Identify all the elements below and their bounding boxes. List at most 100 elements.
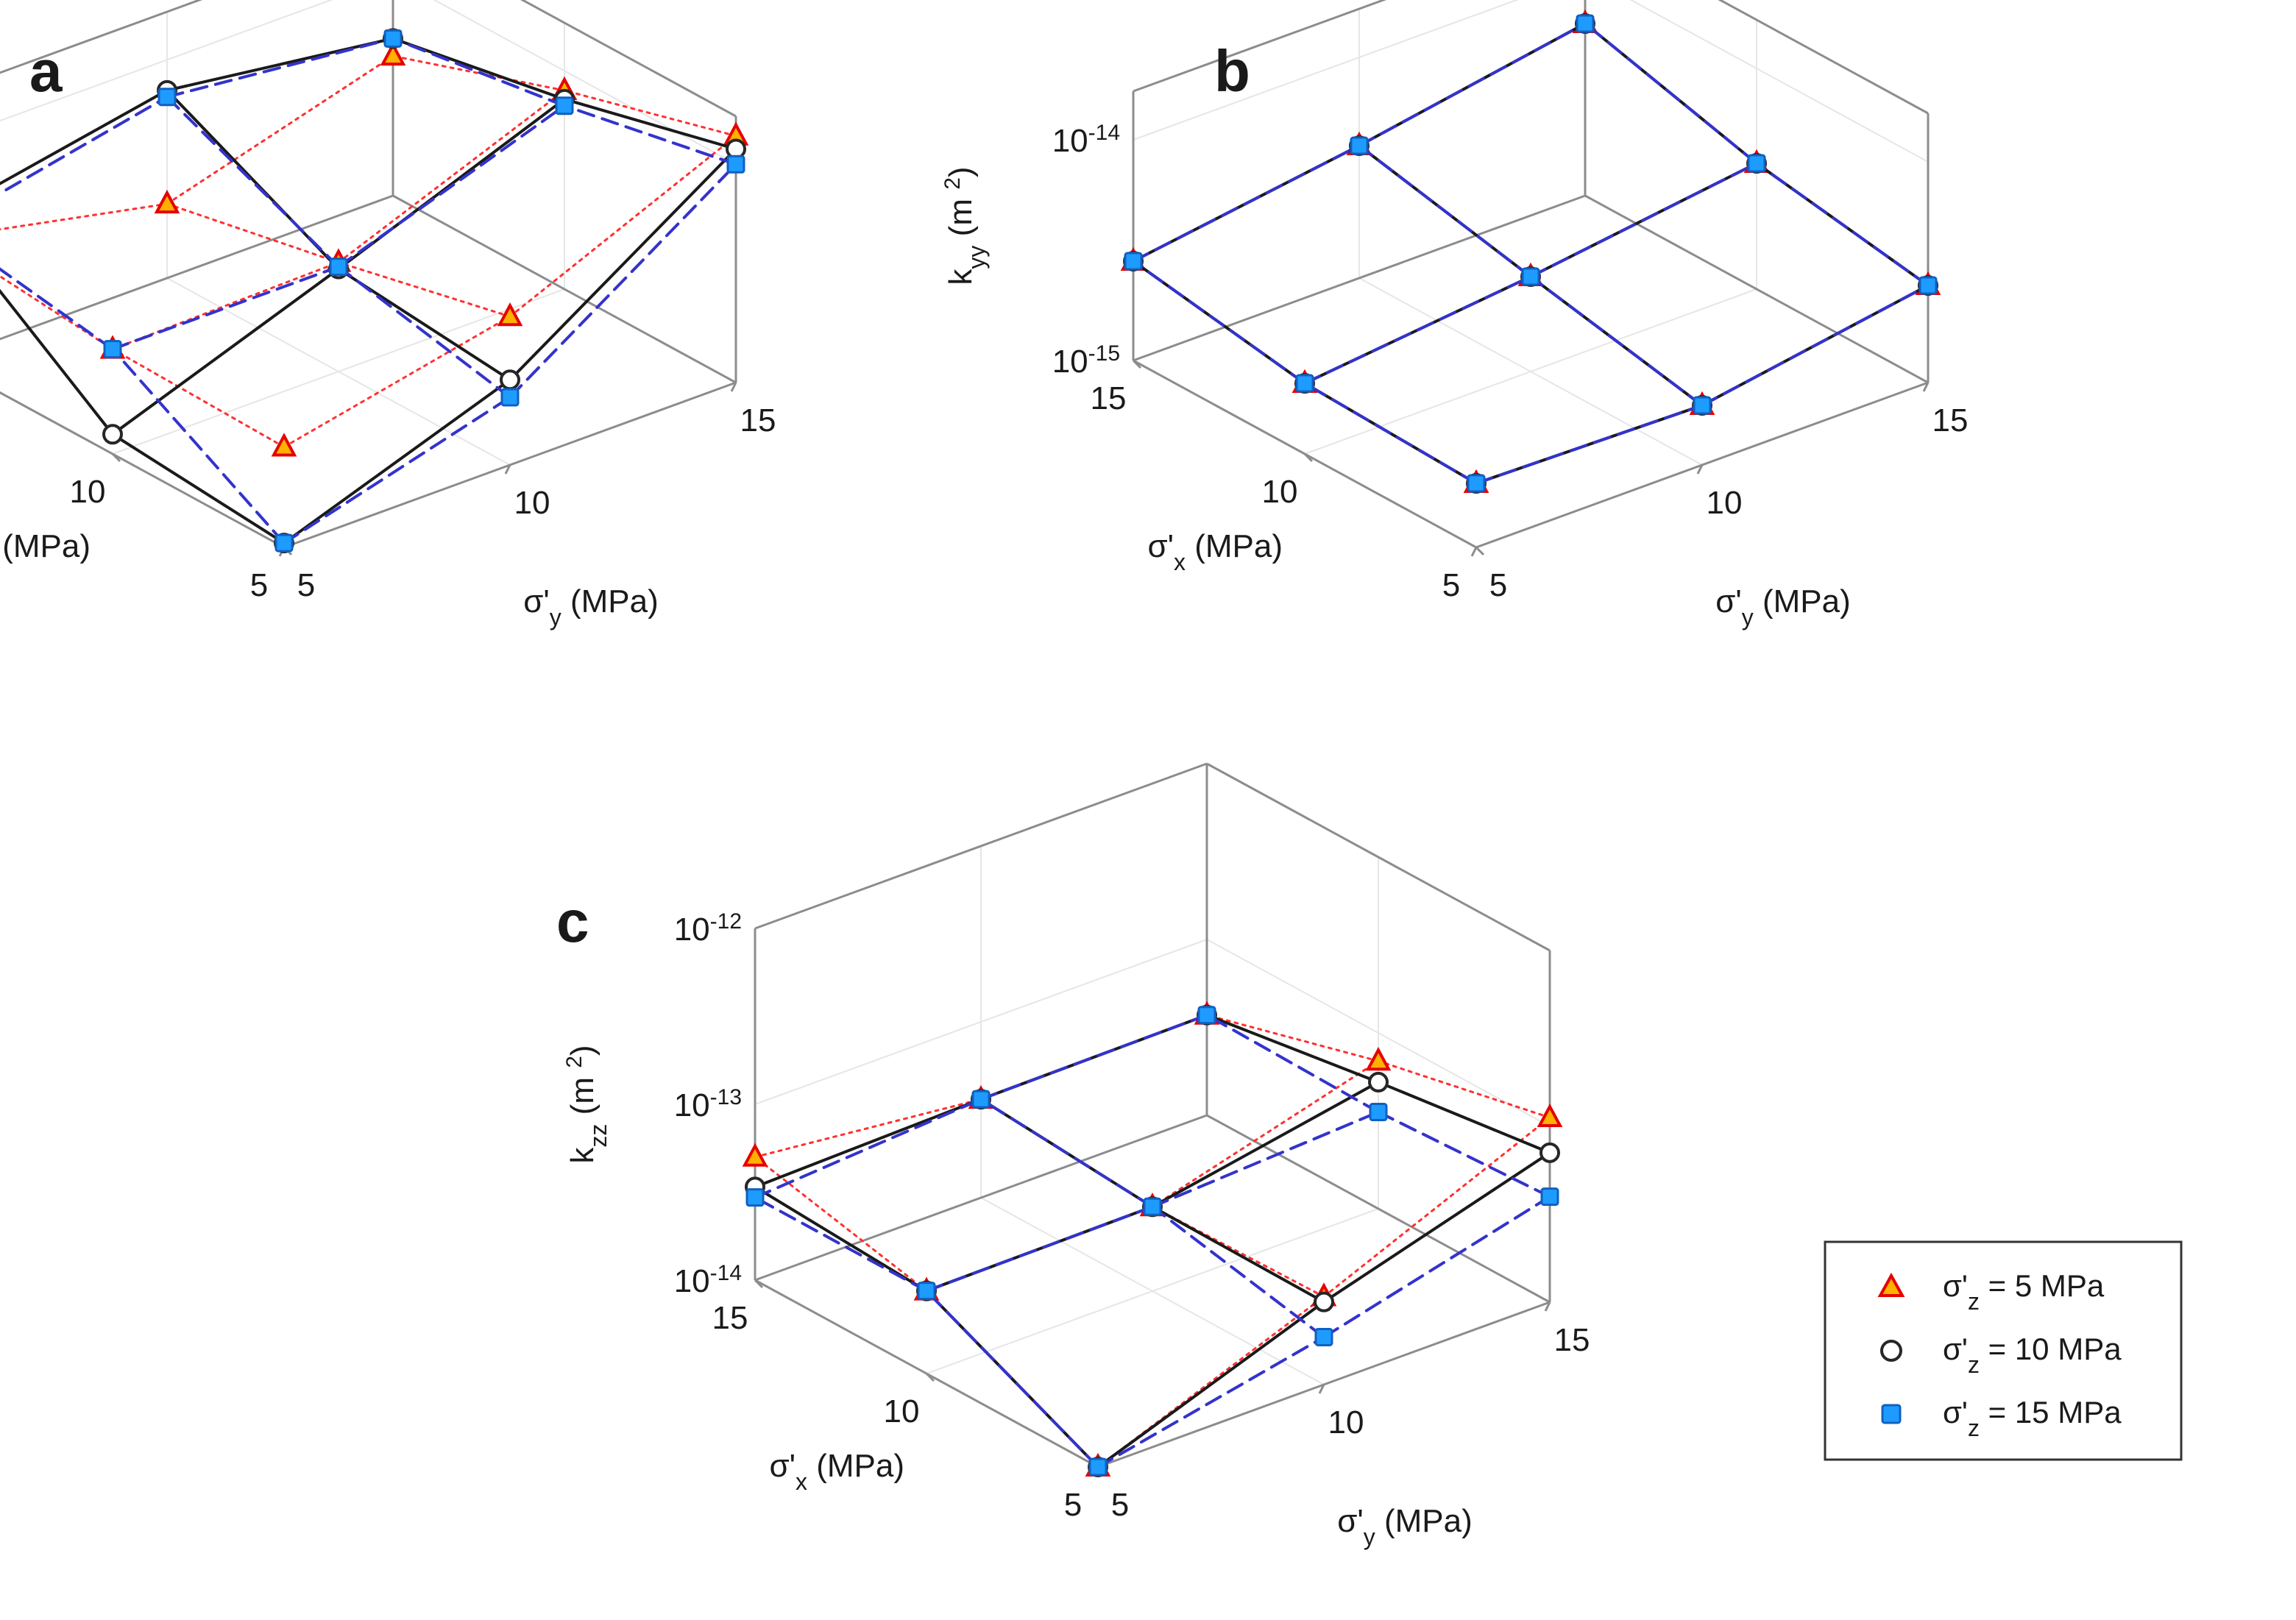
- z-tick-label-part: -14: [1088, 121, 1120, 145]
- y-tick-label: 10: [884, 1393, 920, 1429]
- data-point-square: [1918, 276, 1938, 295]
- data-point-square: [1143, 1197, 1162, 1216]
- series-line-segment: [1205, 1014, 1380, 1062]
- tick-mark: [111, 452, 121, 463]
- data-point-square: [1747, 154, 1766, 173]
- series-line-segment: [1151, 1205, 1325, 1339]
- z-tick-label: 10-12: [674, 909, 742, 948]
- series-line-segment: [1132, 260, 1306, 385]
- axis-title-k-part: ): [564, 1045, 600, 1056]
- data-point-square: [1088, 1457, 1108, 1477]
- data-point-circle: [1314, 1291, 1334, 1312]
- legend-entry-label-part: z: [1968, 1288, 1980, 1315]
- tick-mark: [925, 1372, 935, 1382]
- data-point-square: [500, 388, 520, 407]
- data-point-square: [726, 154, 745, 174]
- panel-label: c: [556, 889, 589, 954]
- series-line-segment: [1584, 22, 1758, 165]
- series-line-segment: [1132, 144, 1361, 263]
- tick-mark: [504, 464, 511, 475]
- series-line-segment: [391, 54, 566, 92]
- box-edge: [520, 0, 737, 118]
- series-line-segment: [166, 37, 394, 99]
- axis-title-k-part: yy: [963, 246, 990, 269]
- series-line-segment: [111, 265, 340, 351]
- series-line-segment: [0, 88, 169, 185]
- series-line-segment: [754, 1185, 928, 1293]
- series-line-segment: [1475, 404, 1704, 485]
- x-tick-label: 5: [1489, 567, 1507, 603]
- legend-triangle-icon: [1877, 1272, 1905, 1297]
- axis-title-sigma-y-part: σ': [1337, 1503, 1364, 1539]
- series-line-segment: [1377, 1059, 1551, 1119]
- series-line-segment: [1322, 1116, 1551, 1298]
- data-point-square: [1124, 252, 1143, 271]
- data-point-triangle: [742, 1143, 768, 1167]
- series-line-segment: [1377, 1110, 1551, 1198]
- x-tick-label: 10: [1328, 1404, 1364, 1440]
- series-line-segment: [166, 54, 394, 205]
- series-line-segment: [111, 347, 286, 545]
- legend-entry-label-part: σ': [1943, 1395, 1968, 1429]
- axis-title-sigma-y-part: y: [1742, 604, 1754, 630]
- x-tick-label: 15: [1932, 402, 1969, 438]
- tick-mark: [754, 1279, 764, 1289]
- series-line-segment: [509, 163, 737, 399]
- axis-title-sigma-y-part: y: [1364, 1524, 1375, 1550]
- data-point-triangle: [271, 433, 297, 457]
- series-line-segment: [337, 97, 566, 271]
- y-tick-label: 5: [1442, 567, 1460, 603]
- series-line-segment: [754, 1098, 982, 1159]
- series-line-segment: [1151, 1110, 1380, 1209]
- axis-title-k: kzz (m 2): [562, 1045, 612, 1163]
- series-line-segment: [754, 1196, 928, 1293]
- series-line-segment: [283, 396, 511, 545]
- tick-mark: [730, 382, 737, 392]
- axis-title-sigma-x-part: x: [796, 1468, 807, 1495]
- series-line-segment: [337, 104, 566, 269]
- z-tick-label: 10-14: [674, 1261, 742, 1300]
- axis-title-k-part: 2: [562, 1056, 587, 1068]
- box-edge: [1718, 0, 1929, 115]
- series-line-segment: [754, 1098, 982, 1189]
- series-line-segment: [563, 97, 737, 151]
- box-edge: [1584, 194, 1929, 384]
- y-tick-label: 15: [712, 1300, 748, 1336]
- series-line-segment: [1529, 162, 1758, 278]
- data-point-square: [1467, 474, 1486, 493]
- data-point-square: [1350, 136, 1369, 155]
- series-line-segment: [0, 288, 114, 436]
- series-line-segment: [1096, 1296, 1325, 1468]
- axis-title-k-part: ): [943, 166, 979, 177]
- legend-entry-label-part: = 10 MPa: [1980, 1332, 2122, 1366]
- axis-title-k-part: 2: [940, 177, 965, 190]
- series-line-segment: [1358, 22, 1587, 147]
- series-line-segment: [391, 37, 566, 107]
- series-line-segment: [0, 274, 114, 351]
- data-point-triangle: [1537, 1103, 1563, 1128]
- axis-title-k-part: (m: [564, 1068, 600, 1124]
- axis-title-sigma-x-part: σ': [769, 1448, 796, 1484]
- z-tick-label-part: 10: [1052, 344, 1088, 380]
- series-line-segment: [979, 1098, 1154, 1209]
- axis-title-sigma-y-part: (MPa): [561, 583, 659, 619]
- series-line-segment: [337, 89, 566, 264]
- box-edge: [392, 194, 737, 384]
- series-line-segment: [925, 1205, 1154, 1293]
- legend-square-icon: [1881, 1404, 1902, 1424]
- series-s5: [0, 41, 749, 457]
- box-edge: [1206, 762, 1551, 952]
- series-line-segment: [1303, 382, 1478, 485]
- series-line-segment: [337, 261, 511, 318]
- axis-title-sigma-x-part: (MPa): [1186, 528, 1283, 564]
- tick-mark: [1318, 1384, 1325, 1394]
- data-point-circle: [500, 369, 520, 391]
- data-point-square: [971, 1090, 991, 1109]
- series-line-segment: [925, 1289, 1099, 1468]
- z-tick-label-part: 10: [674, 1263, 710, 1299]
- series-s15: [745, 1006, 1559, 1477]
- data-point-square: [1693, 396, 1712, 415]
- tick-mark: [1303, 452, 1314, 463]
- data-point-square: [1576, 14, 1595, 33]
